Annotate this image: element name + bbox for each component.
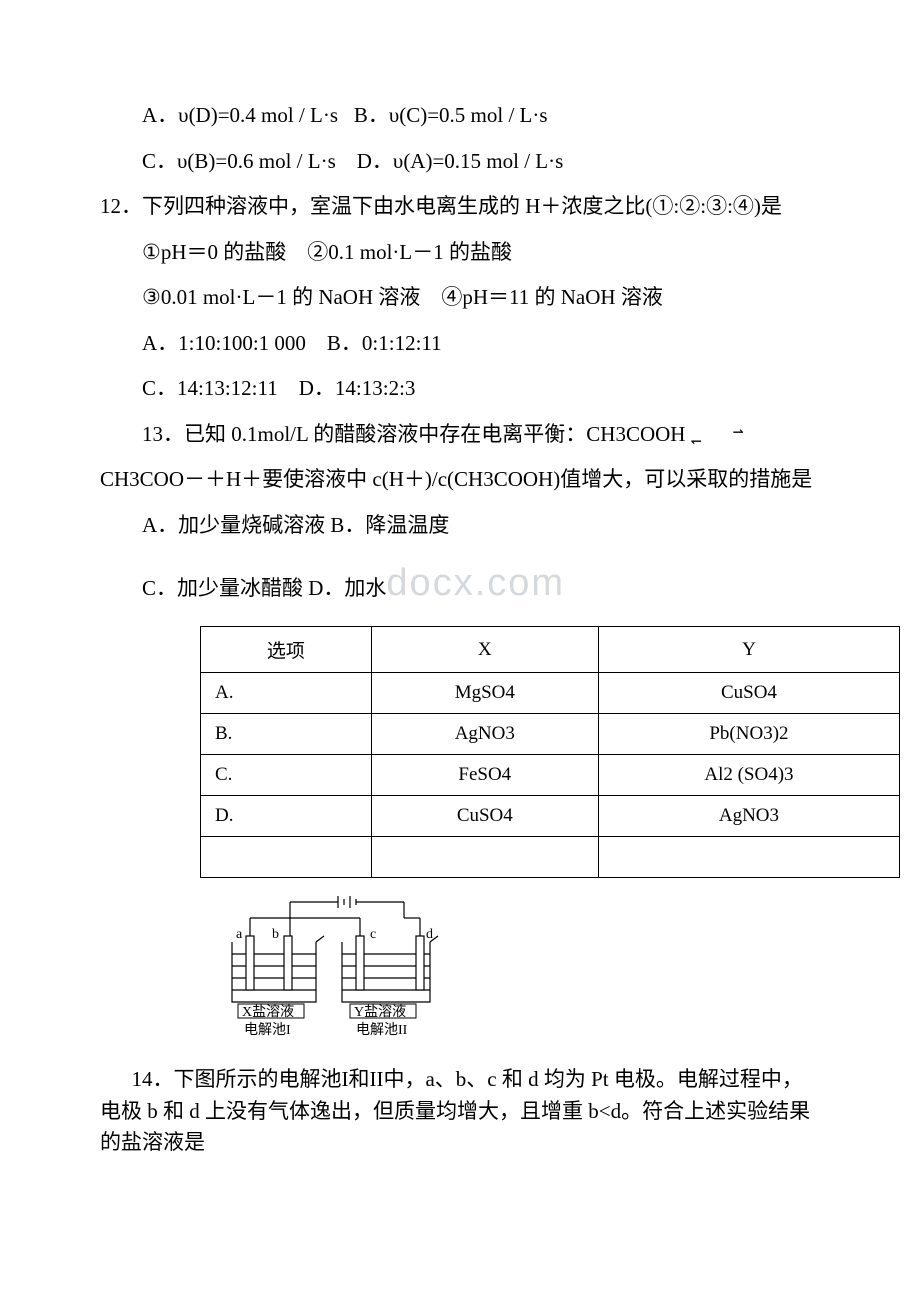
table-cell: A. [201, 673, 372, 714]
table-row-empty [201, 837, 900, 878]
label-b: b [272, 927, 279, 942]
q13-opt-ab: A．加少量烧碱溶液 B．降温温度 [100, 510, 820, 542]
q13-stem-line2: CH3COO－＋H＋要使溶液中 c(H＋)/c(CH3COOH)值增大，可以采取… [100, 464, 820, 496]
table-cell: CuSO4 [371, 796, 598, 837]
table-cell: C. [201, 755, 372, 796]
table-cell: Al2 (SO4)3 [598, 755, 899, 796]
table-row: B. AgNO3 Pb(NO3)2 [201, 714, 900, 755]
options-table: 选项 X Y A. MgSO4 CuSO4 B. AgNO3 Pb(NO3)2 … [200, 626, 900, 878]
q13-opt-cd: C．加少量冰醋酸 D．加水 [142, 576, 386, 600]
table-cell: MgSO4 [371, 673, 598, 714]
label-a: a [236, 927, 243, 942]
q12-cond-1: ①pH＝0 的盐酸 ②0.1 mol·L－1 的盐酸 [100, 237, 820, 269]
table-header-y: Y [598, 627, 899, 673]
table-cell-empty [371, 837, 598, 878]
equilibrium-icon: ⇀↽ [691, 427, 744, 445]
q13-opt-cd-line: C．加少量冰醋酸 D．加水docx.com [100, 555, 820, 612]
label-c: c [370, 927, 376, 942]
q13-stem-line1: 13．已知 0.1mol/L 的醋酸溶液中存在电离平衡：CH3COOH ⇀↽ [100, 419, 820, 451]
table-cell: Pb(NO3)2 [598, 714, 899, 755]
table-row: C. FeSO4 Al2 (SO4)3 [201, 755, 900, 796]
q11-opt-c: C．υ(B)=0.6 mol / L·s [142, 149, 336, 173]
table-cell: FeSO4 [371, 755, 598, 796]
q13-stem-part1: 13．已知 0.1mol/L 的醋酸溶液中存在电离平衡：CH3COOH [142, 422, 691, 446]
q12-cond-2: ③0.01 mol·L－1 的 NaOH 溶液 ④pH＝11 的 NaOH 溶液 [100, 282, 820, 314]
watermark-text: docx.com [386, 562, 565, 604]
table-cell: D. [201, 796, 372, 837]
table-header-row: 选项 X Y [201, 627, 900, 673]
table-header-x: X [371, 627, 598, 673]
table-cell: CuSO4 [598, 673, 899, 714]
label-cell1: 电解池I [244, 1022, 291, 1038]
q11-opt-a: A．υ(D)=0.4 mol / L·s [142, 103, 338, 127]
table-cell: B. [201, 714, 372, 755]
q12-stem: 12．下列四种溶液中，室温下由水电离生成的 H＋浓度之比(①:②:③:④)是 [100, 191, 820, 223]
q11-line-ab: A．υ(D)=0.4 mol / L·s B．υ(C)=0.5 mol / L·… [100, 100, 820, 132]
q11-line-cd: C．υ(B)=0.6 mol / L·s D．υ(A)=0.15 mol / L… [100, 146, 820, 178]
q11-opt-d: D．υ(A)=0.15 mol / L·s [357, 149, 564, 173]
table-row: D. CuSO4 AgNO3 [201, 796, 900, 837]
table-row: A. MgSO4 CuSO4 [201, 673, 900, 714]
table-cell: AgNO3 [598, 796, 899, 837]
q12-opt-cd: C．14:13:12:11 D．14:13:2:3 [100, 373, 820, 405]
electrolysis-diagram: a b c d X盐溶液 Y盐溶液 电解池I 电解池II [220, 894, 820, 1044]
q14-stem-text: 14．下图所示的电解池I和II中，a、b、c 和 d 均为 Pt 电极。电解过程… [100, 1067, 810, 1154]
table-header-option: 选项 [201, 627, 372, 673]
label-d: d [426, 927, 433, 942]
table-cell-empty [598, 837, 899, 878]
label-cell2: 电解池II [356, 1022, 408, 1038]
q14-stem: 14．下图所示的电解池I和II中，a、b、c 和 d 均为 Pt 电极。电解过程… [100, 1064, 820, 1159]
electrolysis-svg: a b c d X盐溶液 Y盐溶液 电解池I 电解池II [220, 894, 460, 1044]
table-cell-empty [201, 837, 372, 878]
table-cell: AgNO3 [371, 714, 598, 755]
q12-opt-ab: A．1:10:100:1 000 B．0:1:12:11 [100, 328, 820, 360]
q11-opt-b: B．υ(C)=0.5 mol / L·s [354, 103, 548, 127]
